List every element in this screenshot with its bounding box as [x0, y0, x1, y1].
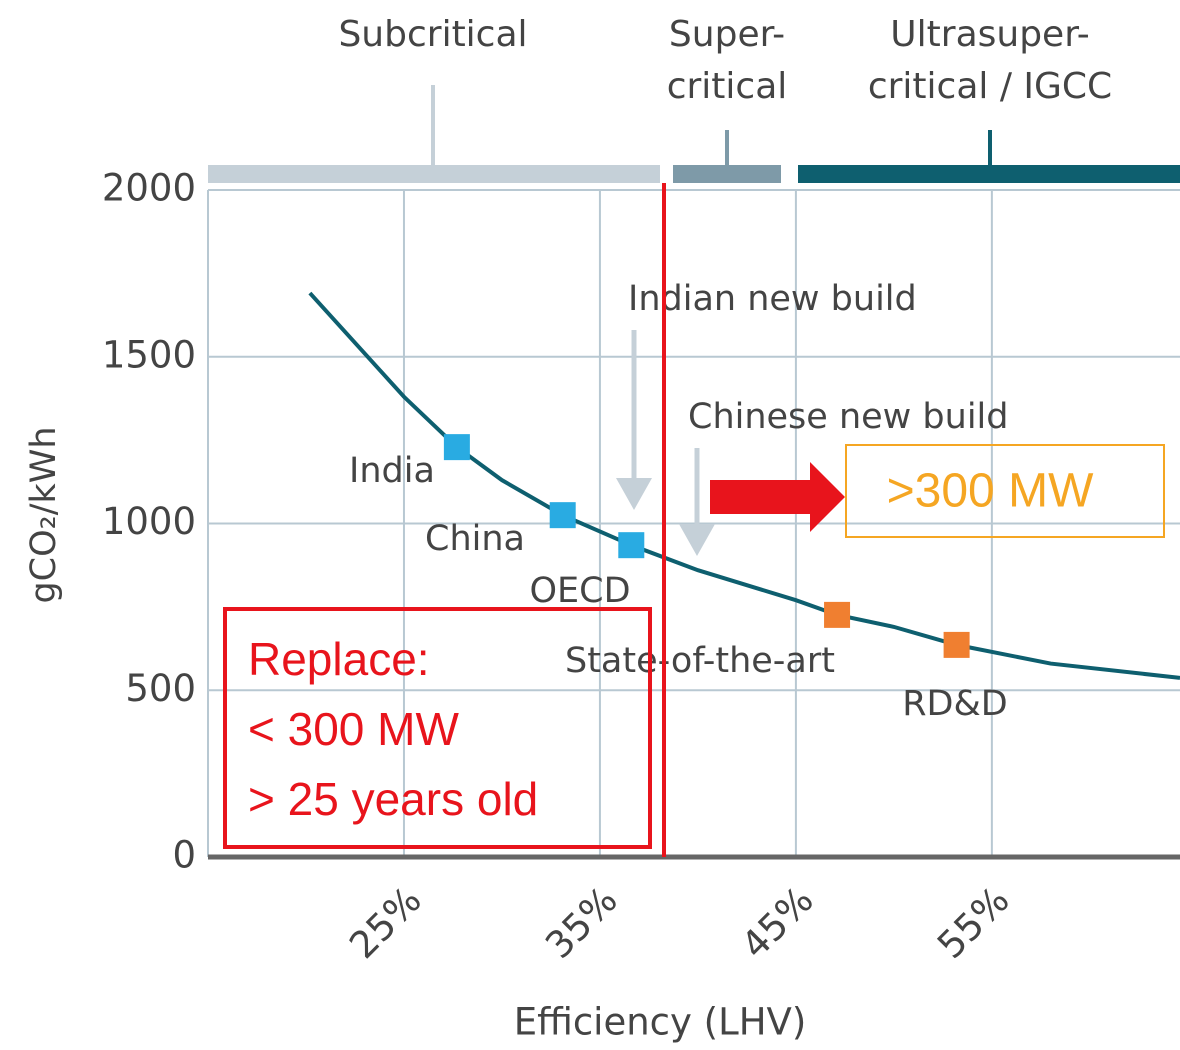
x-tick-label: 35% [537, 878, 626, 967]
arrow-head [616, 478, 652, 510]
point [943, 631, 970, 658]
red-arrow [710, 462, 845, 532]
annotation: Indian new build [628, 279, 917, 319]
replace-text: < 300 MW [248, 703, 459, 755]
y-tick-label: 1000 [102, 500, 196, 543]
point [618, 532, 645, 559]
point-label: State-of-the-art [565, 641, 835, 681]
x-tick-label: 55% [929, 878, 1018, 967]
band-label: Ultrasuper- [890, 14, 1089, 55]
point [443, 434, 470, 461]
callout: >300 MW [887, 465, 1094, 518]
point-label: RD&D [902, 684, 1008, 724]
arrow-head [679, 524, 715, 556]
band [208, 165, 660, 183]
band-label: critical [667, 66, 788, 107]
point-label: OECD [529, 571, 630, 611]
annotation: Chinese new build [688, 397, 1009, 437]
x-tick-label: 45% [733, 878, 822, 967]
y-tick-label: 0 [172, 834, 196, 877]
y-tick-label: 2000 [102, 167, 196, 210]
replace-text: > 25 years old [248, 773, 538, 825]
band [673, 165, 781, 183]
callout-box [845, 444, 1165, 538]
replace-box [223, 607, 652, 849]
point [824, 601, 851, 628]
point-label: China [425, 519, 525, 559]
y-tick-label: 1500 [102, 333, 196, 376]
band-label: critical / IGCC [868, 66, 1112, 107]
point [549, 502, 576, 529]
x-axis-title: Efficiency (LHV) [514, 1001, 807, 1044]
point-label: India [349, 451, 435, 491]
x-tick-label: 25% [341, 878, 430, 967]
replace-text: Replace: [248, 633, 430, 685]
y-tick-label: 500 [125, 667, 196, 710]
band [798, 165, 1180, 183]
y-axis-title: gCO₂/kWh [24, 426, 64, 603]
band-label: Super- [669, 14, 785, 55]
band-label: Subcritical [338, 14, 527, 55]
